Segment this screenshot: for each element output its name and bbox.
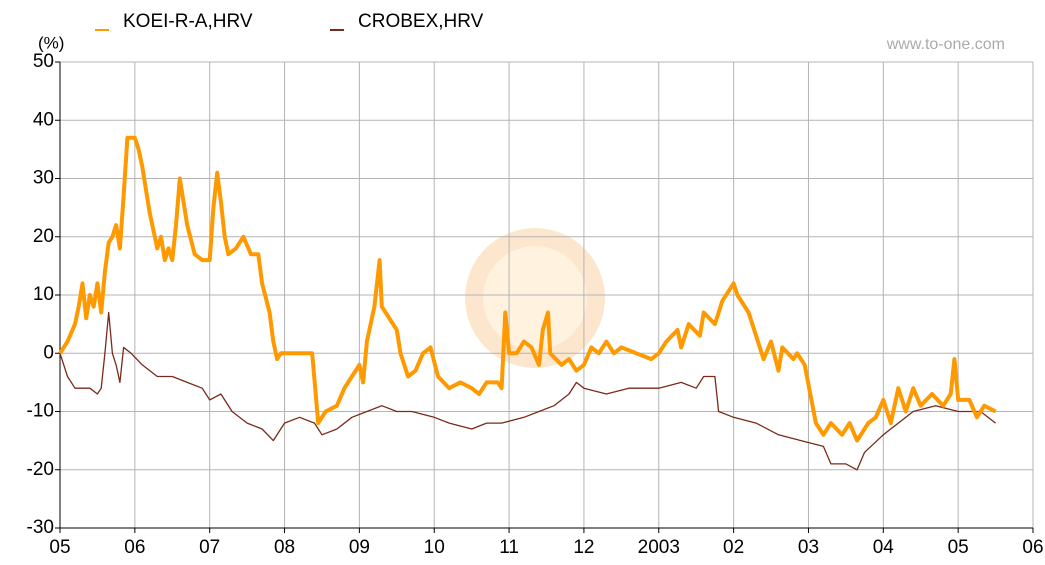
x-tick-label: 06 bbox=[1022, 537, 1043, 558]
x-tick-label: 11 bbox=[499, 537, 519, 558]
x-tick-label: 10 bbox=[424, 537, 445, 558]
x-tick-label: 05 bbox=[948, 537, 969, 558]
x-tick-label: 12 bbox=[573, 537, 594, 558]
legend-label: KOEI-R-A,HRV bbox=[123, 11, 253, 32]
x-tick-label: 08 bbox=[274, 537, 295, 558]
x-tick-label: 05 bbox=[49, 537, 70, 558]
x-tick-label: 02 bbox=[723, 537, 744, 558]
y-tick-label: 20 bbox=[33, 226, 54, 247]
y-tick-label: -10 bbox=[27, 401, 54, 422]
x-tick-label: 07 bbox=[199, 537, 220, 558]
y-tick-label: -20 bbox=[27, 459, 54, 480]
y-tick-label: 50 bbox=[33, 51, 54, 72]
x-tick-label: 04 bbox=[873, 537, 895, 558]
x-tick-label: 09 bbox=[349, 537, 370, 558]
series-line bbox=[58, 135, 997, 443]
y-tick-label: 10 bbox=[33, 284, 54, 305]
x-tick-label: 2003 bbox=[638, 537, 680, 558]
y-tick-label: 40 bbox=[33, 109, 54, 130]
legend: KOEI-R-A,HRV CROBEX,HRV bbox=[95, 11, 484, 32]
watermark: www.to-one.com bbox=[886, 36, 1005, 53]
y-axis-label: (%) bbox=[38, 33, 64, 52]
y-tick-label: -30 bbox=[27, 517, 54, 538]
series-line bbox=[59, 311, 996, 471]
x-tick-label: 03 bbox=[798, 537, 819, 558]
y-tick-label: 0 bbox=[43, 342, 54, 363]
y-tick-label: 30 bbox=[33, 168, 54, 189]
x-tick-label: 06 bbox=[124, 537, 145, 558]
legend-label: CROBEX,HRV bbox=[358, 11, 484, 32]
